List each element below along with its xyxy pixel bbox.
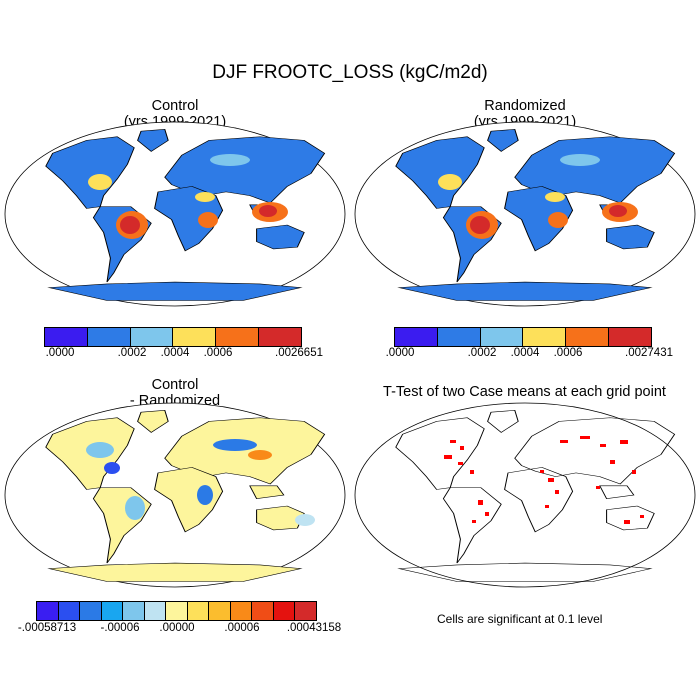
panel-title-control-line1: Control: [151, 98, 199, 114]
colorbar-difference-swatch-9: [230, 602, 253, 620]
colorbar-randomized-swatch-5: [609, 328, 651, 346]
ttest-significant-cells: [444, 436, 644, 524]
colorbar-randomized-label-1: .0002: [467, 347, 497, 359]
colorbar-randomized-swatch-2: [480, 328, 524, 346]
panel-title-ttest: T-Test of two Case means at each grid po…: [383, 384, 666, 400]
colorbar-control-label-0: .0000: [45, 347, 75, 359]
colorbar-control-label-4: .0026651: [275, 347, 323, 359]
colorbar-difference-swatch-11: [273, 602, 296, 620]
figure-title: DJF FROOTC_LOSS (kgC/m2d): [212, 62, 488, 83]
colorbar-randomized-swatch-3: [523, 328, 567, 346]
colorbar-difference: [36, 601, 317, 621]
colorbar-difference-swatch-7: [187, 602, 210, 620]
colorbar-control-swatch-4: [216, 328, 260, 346]
colorbar-control-swatch-5: [259, 328, 301, 346]
colorbar-difference-swatch-3: [101, 602, 124, 620]
colorbar-difference-swatch-4: [123, 602, 145, 620]
map-difference: [5, 403, 345, 587]
colorbar-difference-swatch-0: [37, 602, 59, 620]
randomized-hotspots: [438, 154, 638, 239]
colorbar-control-swatches: [44, 327, 302, 347]
colorbar-control-label-3: .0006: [203, 347, 233, 359]
colorbar-randomized-label-3: .0006: [553, 347, 583, 359]
colorbar-randomized: [394, 327, 652, 347]
colorbar-randomized-swatch-0: [395, 328, 438, 346]
colorbar-difference-label-3: .00006: [224, 622, 260, 634]
colorbar-difference-label-0: -.00058713: [17, 622, 77, 634]
map-ttest: [355, 403, 695, 587]
colorbar-difference-swatch-10: [252, 602, 274, 620]
colorbar-control-swatch-2: [130, 328, 174, 346]
colorbar-randomized-label-0: .0000: [385, 347, 415, 359]
colorbar-difference-swatches: [36, 601, 317, 621]
colorbar-control-swatch-0: [45, 328, 88, 346]
colorbar-randomized-label-2: .0004: [510, 347, 540, 359]
colorbar-difference-swatch-5: [144, 602, 167, 620]
difference-anomalies: [86, 439, 315, 526]
colorbar-difference-label-1: -.00006: [100, 622, 140, 634]
map-randomized: [355, 122, 695, 306]
colorbar-difference-swatch-8: [209, 602, 231, 620]
colorbar-control-label-2: .0004: [160, 347, 190, 359]
map-control: [5, 122, 345, 306]
colorbar-randomized-label-4: .0027431: [625, 347, 673, 359]
colorbar-control-swatch-3: [173, 328, 217, 346]
colorbar-randomized-swatch-1: [437, 328, 481, 346]
colorbar-difference-swatch-1: [58, 602, 81, 620]
colorbar-difference-label-4: .00043158: [286, 622, 342, 634]
panel-title-randomized-line1: Randomized: [484, 98, 566, 114]
colorbar-control: [44, 327, 302, 347]
colorbar-control-swatch-1: [87, 328, 131, 346]
colorbar-difference-swatch-6: [166, 602, 188, 620]
colorbar-randomized-swatch-4: [566, 328, 610, 346]
colorbar-difference-swatch-2: [80, 602, 102, 620]
colorbar-randomized-swatches: [394, 327, 652, 347]
ttest-note: Cells are significant at 0.1 level: [437, 612, 603, 626]
control-hotspots: [88, 154, 288, 239]
panel-title-difference-line1: Control: [151, 377, 199, 393]
colorbar-control-label-1: .0002: [117, 347, 147, 359]
colorbar-difference-label-2: .00000: [159, 622, 195, 634]
colorbar-difference-swatch-12: [295, 602, 316, 620]
